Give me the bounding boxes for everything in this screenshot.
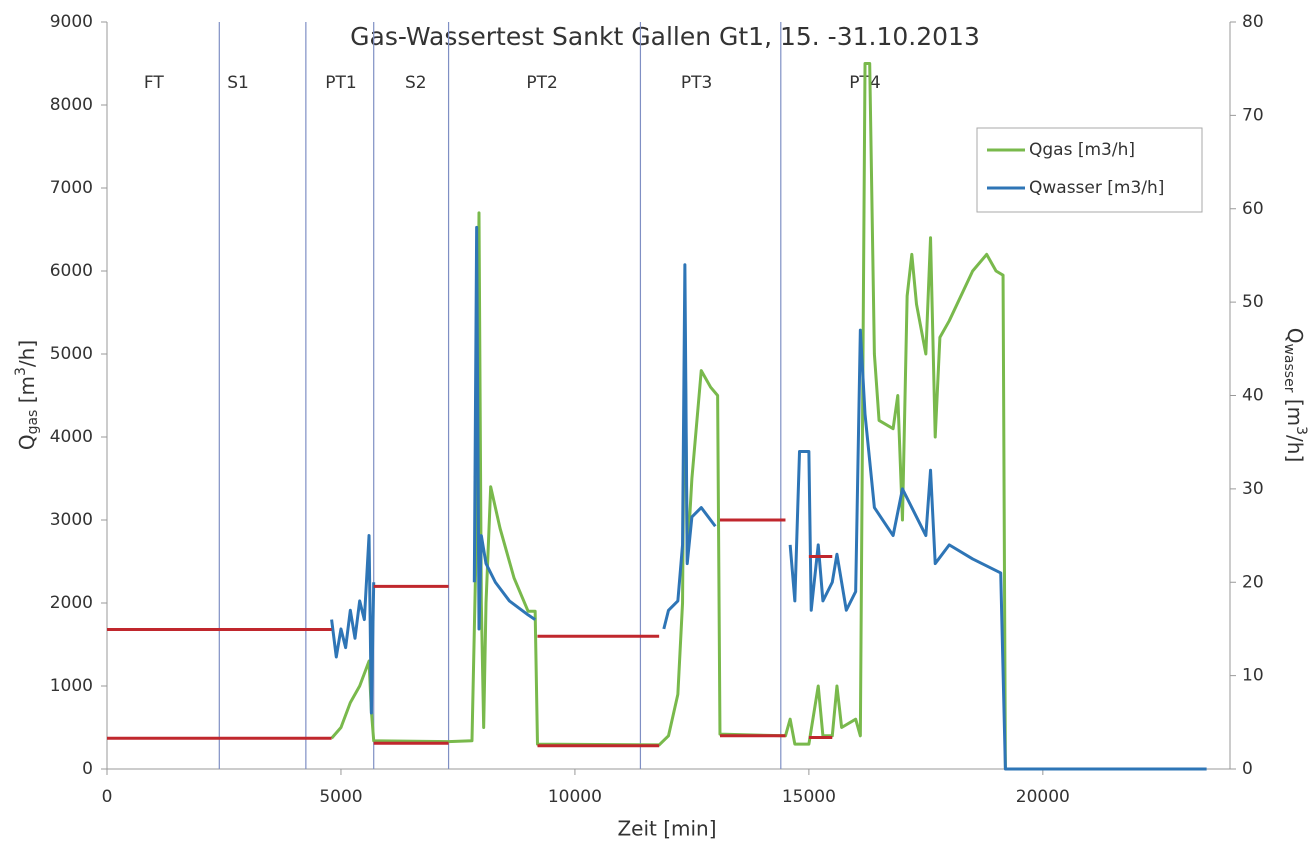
phase-label: PT3 — [681, 73, 712, 93]
label-sup: 3 — [1293, 426, 1309, 435]
phase-label: FT — [144, 73, 164, 93]
y-tick-label: 9000 — [50, 12, 93, 32]
y-tick-label: 1000 — [50, 676, 93, 696]
x-tick-label: 20000 — [1016, 787, 1070, 807]
y-axis-label: Qgas [m3/h] — [13, 340, 41, 450]
label-part: [m — [1284, 392, 1308, 426]
label-sub: wasser — [1281, 343, 1297, 392]
y2-tick-label: 40 — [1242, 386, 1264, 406]
y2-tick-label: 60 — [1242, 199, 1264, 219]
y-tick-label: 0 — [82, 759, 93, 779]
label-part: Q — [1284, 328, 1308, 344]
label-sup: 3 — [13, 367, 29, 376]
label-part: /h] — [1284, 435, 1308, 462]
x-tick-label: 10000 — [548, 787, 602, 807]
y2-tick-label: 50 — [1242, 292, 1264, 312]
label-sub: gas — [25, 410, 41, 435]
legend-label: Qwasser [m3/h] — [1029, 178, 1164, 198]
y2-tick-label: 10 — [1242, 666, 1264, 686]
label-part: Q — [15, 434, 39, 450]
series-line — [330, 62, 1007, 770]
series-line — [472, 225, 536, 631]
y-tick-label: 2000 — [50, 593, 93, 613]
y-tick-label: 7000 — [50, 178, 93, 198]
y-tick-label: 5000 — [50, 344, 93, 364]
x-axis-label: Zeit [min] — [617, 817, 716, 841]
phase-label: PT1 — [325, 73, 356, 93]
y-tick-label: 6000 — [50, 261, 93, 281]
y2-tick-label: 0 — [1242, 759, 1253, 779]
y-tick-label: 8000 — [50, 95, 93, 115]
label-part: [m — [15, 376, 39, 410]
series-line — [662, 263, 717, 630]
label-part: /h] — [15, 340, 39, 367]
legend-label: Qgas [m3/h] — [1029, 140, 1135, 160]
phase-label: S1 — [227, 73, 249, 93]
y-tick-label: 3000 — [50, 510, 93, 530]
y2-tick-label: 70 — [1242, 105, 1264, 125]
series-line — [788, 328, 1207, 771]
phase-label: PT2 — [526, 73, 557, 93]
x-tick-label: 0 — [102, 787, 113, 807]
series-line — [330, 534, 376, 715]
chart-title: Gas-Wassertest Sankt Gallen Gt1, 15. -31… — [350, 22, 980, 51]
y2-tick-label: 30 — [1242, 479, 1264, 499]
y2-tick-label: 80 — [1242, 12, 1264, 32]
x-tick-label: 5000 — [319, 787, 362, 807]
y-tick-label: 4000 — [50, 427, 93, 447]
x-tick-label: 15000 — [782, 787, 836, 807]
legend-box — [976, 127, 1203, 213]
phase-label: S2 — [405, 73, 427, 93]
y2-axis-label: Qwasser [m3/h] — [1281, 328, 1309, 463]
y2-tick-label: 20 — [1242, 572, 1264, 592]
